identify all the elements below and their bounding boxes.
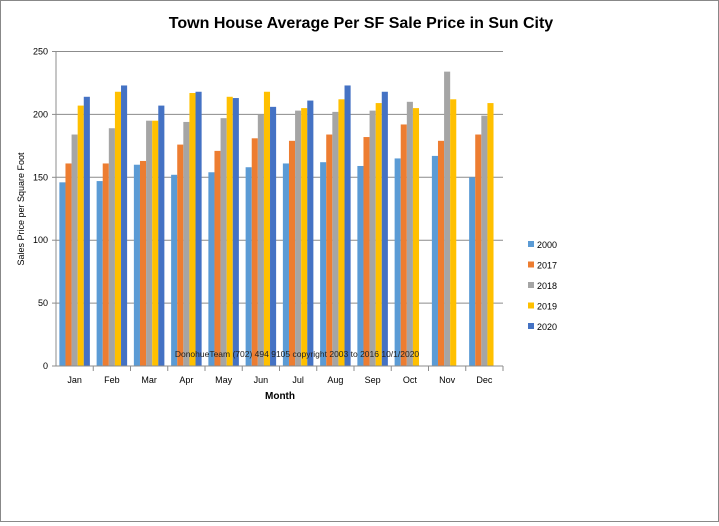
bar-2000-Jun [245, 167, 252, 366]
bar-2020-May [232, 98, 239, 367]
y-tick-label: 150 [33, 172, 48, 182]
bar-2017-Jun [251, 138, 258, 366]
legend: 2000 2017 2018 2019 2020 [528, 240, 557, 332]
x-tick-label: Dec [476, 375, 493, 385]
bar-2017-Jul [288, 140, 296, 366]
legend-label-2017: 2017 [537, 261, 557, 271]
bar-2000-Dec [469, 177, 476, 366]
y-tick-label: 50 [38, 298, 48, 308]
legend-label-2000: 2000 [537, 240, 557, 250]
bar-2017-Feb [102, 163, 109, 366]
y-tick-label: 100 [33, 235, 48, 245]
bar-2018-Sep [369, 110, 376, 366]
bar-2000-Sep [357, 165, 364, 366]
bar-2018-Jul [295, 110, 302, 366]
bar-2019-Oct [412, 108, 420, 367]
x-tick-label: Apr [179, 375, 193, 385]
bar-2018-Mar [146, 120, 153, 366]
x-tick-label: Feb [104, 375, 120, 385]
legend-label-2018: 2018 [537, 281, 557, 291]
bar-2018-Aug [332, 111, 339, 366]
gridlines [56, 51, 503, 304]
bar-2019-Sep [375, 103, 382, 366]
bar-2000-Apr [171, 174, 178, 366]
bar-2017-Jan [65, 163, 72, 366]
bar-2020-Jan [83, 96, 90, 367]
bar-2017-Apr [177, 144, 184, 366]
bar-2019-Jul [301, 108, 308, 367]
bar-2018-Nov [444, 71, 451, 367]
legend-label-2019: 2019 [537, 302, 557, 312]
legend-swatch-2019 [528, 302, 534, 309]
bar-2020-Apr [195, 91, 202, 367]
y-axis-label: Sales Price per Square Foot [16, 152, 26, 266]
bar-2017-Mar [139, 160, 147, 366]
x-axis-label: Month [265, 391, 295, 402]
bar-2019-Apr [189, 93, 196, 366]
bar-2017-Nov [437, 140, 445, 366]
bar-2000-Jul [282, 163, 289, 366]
bar-2020-Jun [270, 106, 277, 367]
x-tick-label: Nov [439, 375, 456, 385]
bars [59, 71, 494, 367]
bar-2018-Dec [481, 115, 488, 367]
legend-swatch-2020 [528, 323, 534, 329]
bar-2018-Jun [257, 114, 264, 367]
axes: 0 50 100 150 200 250 Jan Feb Mar Apr May Jun Jul Aug S… [33, 47, 504, 385]
bar-2000-Oct [394, 158, 401, 366]
bar-2019-Nov [450, 99, 457, 366]
bar-2019-Aug [338, 99, 345, 366]
bar-2020-Feb [121, 85, 128, 366]
bar-2019-May [226, 96, 233, 367]
x-tick-label: Mar [141, 375, 157, 385]
bar-2017-Sep [363, 137, 370, 366]
bar-2000-Nov [431, 155, 438, 366]
bar-2018-Feb [108, 128, 115, 366]
bar-2000-Aug [320, 162, 327, 366]
y-tick-label: 0 [43, 361, 48, 371]
legend-swatch-2017 [528, 261, 534, 268]
x-tick-label: Aug [327, 375, 343, 385]
bar-2019-Feb [114, 91, 122, 367]
bar-2017-Dec [475, 134, 482, 366]
bar-2017-May [214, 150, 221, 366]
legend-swatch-2000 [528, 241, 534, 247]
x-tick-label: Oct [403, 375, 418, 385]
bar-2017-Aug [326, 134, 333, 366]
bar-2020-Sep [381, 91, 388, 367]
bar-2019-Jun [263, 91, 271, 367]
bar-2020-Mar [158, 105, 165, 367]
copyright-annotation: DonohueTeam (702) 494 9105 copyright 200… [175, 349, 420, 359]
bar-2018-May [220, 118, 227, 366]
x-tick-label: Jun [254, 375, 269, 385]
bar-2019-Mar [152, 120, 159, 366]
y-tick-label: 250 [33, 47, 48, 57]
x-tick-label: Jul [292, 375, 304, 385]
bar-2019-Jan [77, 105, 84, 367]
bar-2000-Jan [59, 182, 66, 366]
x-tick-label: Sep [365, 375, 381, 385]
bar-2000-Mar [133, 164, 140, 366]
x-tick-label: May [215, 375, 233, 385]
y-tick-label: 200 [33, 109, 48, 119]
bar-2017-Oct [400, 124, 407, 367]
chart-title: Town House Average Per SF Sale Price in … [169, 15, 554, 32]
bar-2020-Aug [344, 85, 351, 366]
bar-2020-Jul [307, 100, 314, 366]
bar-2018-Jan [71, 134, 78, 366]
legend-label-2020: 2020 [537, 322, 557, 332]
legend-swatch-2018 [528, 282, 534, 288]
bar-2019-Dec [487, 103, 494, 366]
bar-2018-Apr [183, 121, 190, 366]
bar-2018-Oct [406, 101, 413, 366]
x-tick-label: Jan [67, 375, 82, 385]
bar-2000-May [208, 172, 215, 366]
bar-2000-Feb [96, 181, 103, 366]
